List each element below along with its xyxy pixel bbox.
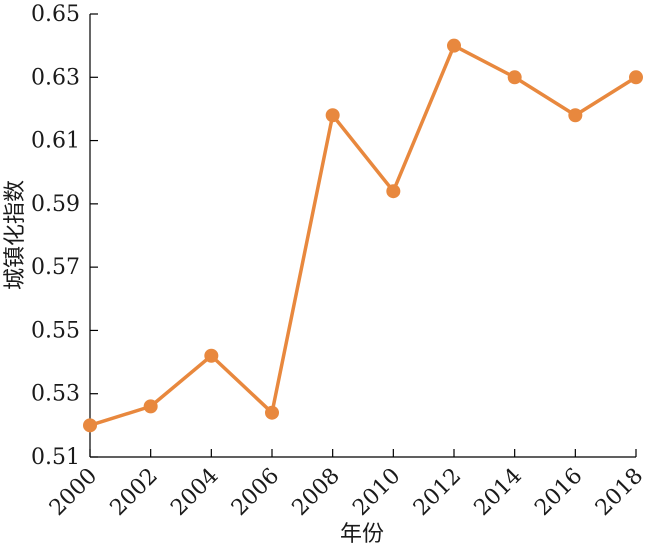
x-tick-label: 2012 xyxy=(409,464,466,521)
y-tick-label: 0.61 xyxy=(31,129,80,154)
x-tick-label: 2008 xyxy=(288,464,345,521)
data-point xyxy=(83,418,97,433)
data-point xyxy=(204,348,219,363)
y-axis-title: 城镇化指数 xyxy=(3,180,28,290)
y-tick-label: 0.53 xyxy=(31,382,80,407)
x-axis-title: 年份 xyxy=(340,522,384,547)
x-axis-ticks: 2000 2002 2004 2006 2008 2010 2012 2014 2016 2018 xyxy=(45,449,648,521)
data-point xyxy=(265,405,279,420)
series-line xyxy=(89,43,637,428)
x-tick-label: 2018 xyxy=(591,464,648,521)
y-tick-label: 0.55 xyxy=(31,318,80,343)
x-tick-label: 2000 xyxy=(45,464,102,521)
y-tick-label: 0.57 xyxy=(31,255,80,280)
data-point xyxy=(629,70,643,85)
data-point xyxy=(447,38,461,53)
data-point xyxy=(325,108,340,123)
data-point xyxy=(507,70,522,85)
x-tick-label: 2010 xyxy=(348,464,405,521)
x-tick-label: 2016 xyxy=(530,464,587,521)
y-axis-ticks: 0.51 0.53 0.55 0.57 0.59 0.61 0.63 0.65 xyxy=(31,2,98,470)
y-tick-label: 0.59 xyxy=(31,192,80,217)
y-tick-label: 0.63 xyxy=(31,65,80,90)
data-point xyxy=(386,184,401,199)
axes xyxy=(89,14,636,458)
data-point xyxy=(568,108,583,123)
x-tick-label: 2002 xyxy=(106,464,163,521)
y-tick-label: 0.51 xyxy=(31,445,80,470)
x-tick-label: 2006 xyxy=(227,464,284,521)
data-point xyxy=(143,399,158,414)
x-tick-label: 2004 xyxy=(166,464,223,521)
x-tick-label: 2014 xyxy=(470,464,527,521)
series-layer xyxy=(83,38,643,433)
y-tick-label: 0.65 xyxy=(31,2,80,27)
